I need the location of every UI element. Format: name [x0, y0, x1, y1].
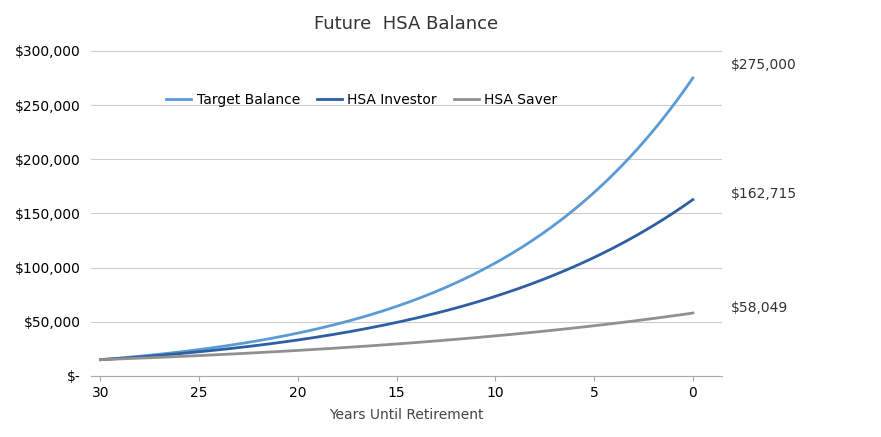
Text: $58,049: $58,049	[731, 301, 788, 315]
HSA Saver	[687, 310, 698, 316]
Target Balance	[458, 277, 469, 282]
Title: Future  HSA Balance: Future HSA Balance	[315, 15, 499, 33]
HSA Investor	[95, 357, 106, 362]
Text: $162,715: $162,715	[731, 187, 797, 201]
HSA Saver	[595, 323, 605, 328]
Target Balance	[595, 185, 605, 190]
HSA Investor	[458, 303, 469, 309]
HSA Saver	[448, 337, 458, 342]
HSA Investor	[448, 306, 458, 312]
Legend: Target Balance, HSA Investor, HSA Saver: Target Balance, HSA Investor, HSA Saver	[160, 87, 563, 112]
Target Balance	[448, 281, 458, 287]
Target Balance	[446, 282, 456, 288]
Target Balance	[632, 146, 642, 152]
HSA Saver	[95, 357, 106, 362]
Text: $275,000: $275,000	[731, 58, 797, 72]
HSA Investor	[632, 232, 642, 238]
HSA Saver	[458, 336, 469, 341]
HSA Investor	[687, 197, 698, 202]
Line: HSA Saver: HSA Saver	[100, 313, 692, 360]
Line: HSA Investor: HSA Investor	[100, 200, 692, 360]
Target Balance	[687, 76, 698, 81]
Target Balance	[95, 357, 106, 362]
Line: Target Balance: Target Balance	[100, 78, 692, 360]
HSA Saver	[97, 357, 107, 362]
X-axis label: Years Until Retirement: Years Until Retirement	[329, 408, 484, 422]
HSA Saver	[632, 318, 642, 323]
HSA Investor	[97, 357, 107, 362]
Target Balance	[97, 357, 107, 362]
HSA Saver	[446, 337, 456, 342]
HSA Investor	[446, 307, 456, 312]
HSA Investor	[595, 252, 605, 257]
